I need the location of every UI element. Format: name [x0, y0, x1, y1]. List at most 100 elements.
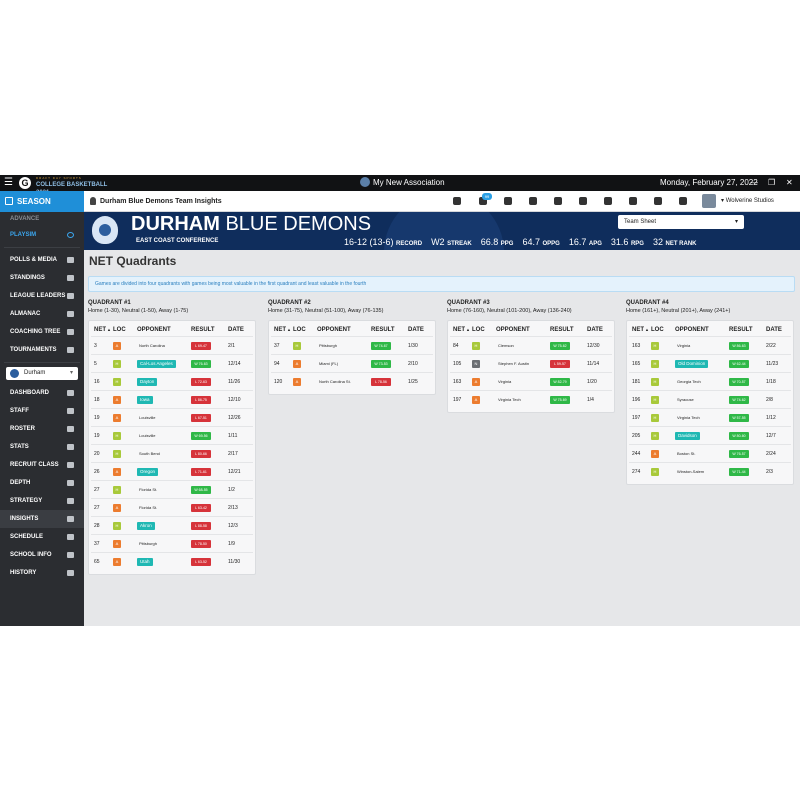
trophy-icon[interactable]	[579, 197, 587, 205]
column-header-opponent[interactable]: OPPONENT	[137, 327, 191, 333]
result-badge[interactable]: L 88-58	[191, 521, 211, 530]
column-header-result[interactable]: RESULT	[550, 327, 587, 333]
table-row[interactable]: 163 H Virginia W 86-63 2/22	[629, 337, 791, 355]
table-row[interactable]: 274 H Winston-Salem W 71-44 2/3	[629, 463, 791, 481]
column-header-result[interactable]: RESULT	[371, 327, 408, 333]
column-header-net[interactable]: NET▲	[629, 327, 651, 333]
result-badge[interactable]: W 75-69	[550, 396, 570, 404]
nav-depth[interactable]: DEPTH	[0, 474, 84, 492]
nav-staff[interactable]: STAFF	[0, 402, 84, 420]
stopwatch-icon[interactable]	[679, 197, 687, 205]
result-badge[interactable]: L 69-47	[191, 341, 211, 350]
nav-standings[interactable]: STANDINGS	[0, 269, 84, 287]
opponent-name[interactable]: Iowa	[137, 395, 153, 404]
opponent-name[interactable]: Winston-Salem	[677, 469, 705, 474]
table-row[interactable]: 19 A Louisville L 67-51 12/26	[91, 409, 253, 427]
opponent-name[interactable]: Virginia Tech	[677, 414, 700, 420]
column-header-date[interactable]: DATE	[408, 327, 433, 333]
nav-schedule[interactable]: SCHEDULE	[0, 528, 84, 546]
nav-recruit-class[interactable]: RECRUIT CLASS	[0, 456, 84, 474]
table-row[interactable]: 37 A Pittsburgh L 78-50 1/9	[91, 535, 253, 553]
nav-insights[interactable]: INSIGHTS	[0, 510, 84, 528]
nav-dashboard[interactable]: DASHBOARD	[0, 384, 84, 402]
result-badge[interactable]: W 76-57	[729, 449, 749, 458]
nav-almanac[interactable]: ALMANAC	[0, 305, 84, 323]
phone-icon[interactable]	[504, 197, 512, 205]
app-logo-icon[interactable]: G	[19, 177, 31, 189]
opponent-name[interactable]: Pittsburgh	[319, 342, 338, 348]
opponent-name[interactable]: Cal-Los Angeles	[137, 359, 176, 368]
result-badge[interactable]: W 73-53	[371, 359, 391, 368]
nav-polls-media[interactable]: POLLS & MEDIA	[0, 251, 84, 269]
result-badge[interactable]: W 71-44	[729, 468, 749, 476]
nav-playsim[interactable]: PLAYSIM	[0, 226, 84, 244]
result-badge[interactable]: L 67-51	[191, 413, 211, 422]
result-badge[interactable]: L 63-52	[191, 558, 211, 566]
column-header-opponent[interactable]: OPPONENT	[496, 327, 550, 333]
result-badge[interactable]: W 75-62	[550, 341, 570, 350]
result-badge[interactable]: W 74-67	[371, 341, 391, 350]
column-header-date[interactable]: DATE	[228, 327, 253, 333]
result-badge[interactable]: L 71-61	[191, 467, 211, 476]
table-row[interactable]: 94 A Miami (FL) W 73-53 2/10	[271, 355, 433, 373]
opponent-name[interactable]: Utah	[137, 558, 153, 566]
result-badge[interactable]: W 69-56	[191, 431, 211, 440]
column-header-loc[interactable]: LOC	[113, 327, 137, 333]
nav-strategy[interactable]: STRATEGY	[0, 492, 84, 510]
minimize-button[interactable]: —	[750, 178, 758, 187]
result-badge[interactable]: L 63-42	[191, 503, 211, 512]
bell-icon[interactable]	[529, 197, 537, 205]
result-badge[interactable]: W 76-63	[191, 359, 211, 368]
column-header-loc[interactable]: LOC	[472, 327, 496, 333]
opponent-name[interactable]: Louisville	[139, 432, 156, 438]
result-badge[interactable]: W 70-57	[729, 377, 749, 386]
table-row[interactable]: 3 A North Carolina L 69-47 2/1	[91, 337, 253, 355]
close-button[interactable]: ✕	[786, 178, 793, 187]
column-header-opponent[interactable]: OPPONENT	[317, 327, 371, 333]
opponent-name[interactable]: Boston St.	[677, 450, 696, 456]
table-row[interactable]: 120 A North Carolina St. L 78-56 1/25	[271, 373, 433, 391]
table-row[interactable]: 84 H Clemson W 75-62 12/30	[450, 337, 612, 355]
nav-advance[interactable]: ADVANCE	[0, 212, 84, 226]
opponent-name[interactable]: Miami (FL)	[319, 360, 339, 366]
table-row[interactable]: 26 A Oregon L 71-61 12/21	[91, 463, 253, 481]
table-row[interactable]: 65 A Utah L 63-52 11/30	[91, 553, 253, 571]
result-badge[interactable]: W 62-44	[729, 359, 749, 368]
opponent-name[interactable]: Syracuse	[677, 396, 694, 402]
opponent-name[interactable]: Davidson	[675, 431, 700, 440]
opponent-name[interactable]: Florida St.	[139, 486, 158, 492]
result-badge[interactable]: L 80-66	[191, 449, 211, 458]
opponent-name[interactable]: Old Dominion	[675, 359, 709, 368]
opponent-name[interactable]: Virginia	[498, 378, 512, 384]
opponent-name[interactable]: Stephen F. Austin	[498, 360, 530, 366]
table-row[interactable]: 105 N Stephen F. Austin L 59-57 11/14	[450, 355, 612, 373]
opponent-name[interactable]: North Carolina St.	[319, 379, 351, 384]
column-header-net[interactable]: NET▲	[91, 327, 113, 333]
association-title[interactable]: My New Association	[360, 177, 445, 189]
nav-league-leaders[interactable]: LEAGUE LEADERS	[0, 287, 84, 305]
mail-icon[interactable]	[479, 197, 487, 205]
team-select[interactable]: Durham ▾	[6, 367, 78, 380]
table-row[interactable]: 28 H Akron L 88-58 12/3	[91, 517, 253, 535]
hamburger-menu-icon[interactable]: ☰	[4, 177, 13, 188]
result-badge[interactable]: L 86-75	[191, 395, 211, 404]
column-header-date[interactable]: DATE	[766, 327, 791, 333]
result-badge[interactable]: W 82-79	[550, 377, 570, 386]
opponent-name[interactable]: Virginia Tech	[498, 397, 521, 402]
column-header-net[interactable]: NET▲	[271, 327, 293, 333]
table-row[interactable]: 181 H Georgia Tech W 70-57 1/18	[629, 373, 791, 391]
table-row[interactable]: 197 A Virginia Tech W 75-69 1/4	[450, 391, 612, 409]
nav-tournaments[interactable]: TOURNAMENTS	[0, 341, 84, 359]
table-row[interactable]: 205 H Davidson W 80-60 12/7	[629, 427, 791, 445]
opponent-name[interactable]: Dayton	[137, 377, 158, 386]
edit-icon[interactable]	[554, 197, 562, 205]
season-header[interactable]: SEASON	[0, 191, 84, 212]
table-row[interactable]: 18 A Iowa L 86-75 12/10	[91, 391, 253, 409]
column-header-result[interactable]: RESULT	[191, 327, 228, 333]
opponent-name[interactable]: South Bend	[139, 450, 160, 456]
opponent-name[interactable]: Pittsburgh	[139, 540, 158, 546]
table-row[interactable]: 5 H Cal-Los Angeles W 76-63 12/14	[91, 355, 253, 373]
team-sheet-select[interactable]: Team Sheet ▾	[618, 215, 744, 229]
column-header-net[interactable]: NET▲	[450, 327, 472, 333]
calendar-icon[interactable]	[629, 197, 637, 205]
